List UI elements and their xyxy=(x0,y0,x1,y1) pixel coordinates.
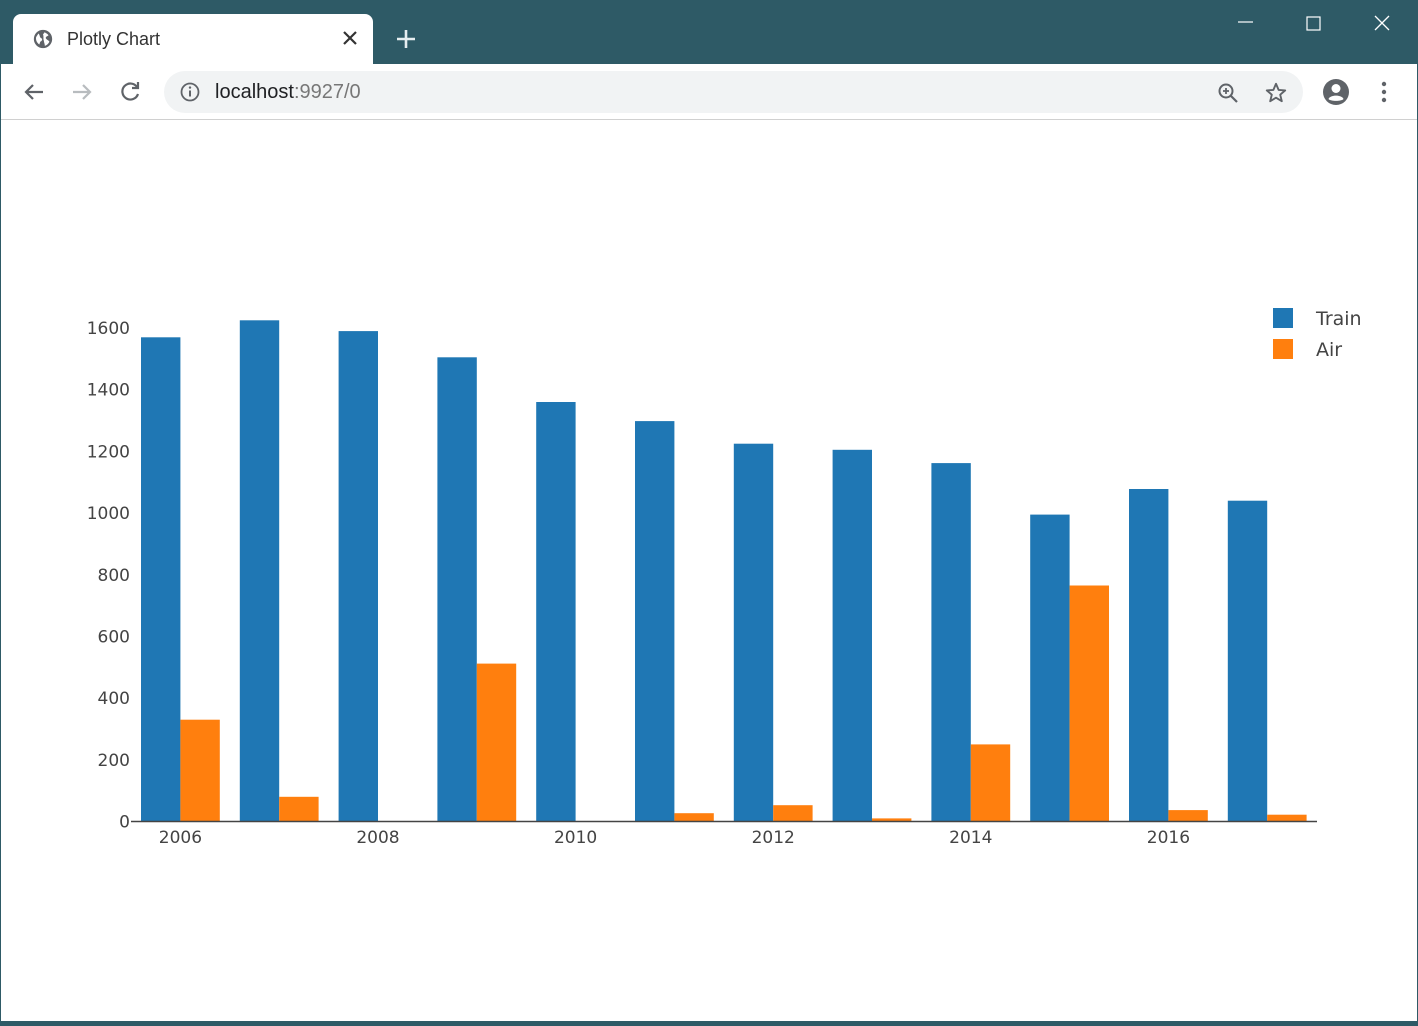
bar-train-2011[interactable] xyxy=(635,421,675,822)
bar-air-2009[interactable] xyxy=(476,663,517,822)
bar-air-2013[interactable] xyxy=(872,818,912,822)
minimize-icon[interactable] xyxy=(1222,10,1268,40)
menu-kebab-icon[interactable] xyxy=(1368,76,1400,108)
y-tick-label: 1200 xyxy=(87,442,130,462)
y-tick-label: 800 xyxy=(98,566,130,586)
zoom-icon[interactable] xyxy=(1216,81,1240,105)
address-bar[interactable]: localhost:9927/0 xyxy=(164,71,1303,113)
bars-layer xyxy=(141,320,1307,822)
bar-train-2015[interactable] xyxy=(1030,514,1070,822)
bar-train-2013[interactable] xyxy=(832,449,872,822)
y-tick-label: 1400 xyxy=(87,381,130,401)
close-icon[interactable] xyxy=(338,26,362,50)
legend-label-train[interactable]: Train xyxy=(1315,308,1362,330)
x-tick-label: 2010 xyxy=(554,828,597,848)
bar-train-2008[interactable] xyxy=(338,331,378,822)
legend-label-air[interactable]: Air xyxy=(1316,339,1342,361)
bar-train-2010[interactable] xyxy=(536,402,576,822)
tab-title: Plotly Chart xyxy=(67,29,161,49)
x-tick-label: 2016 xyxy=(1147,828,1190,848)
bar-air-2016[interactable] xyxy=(1168,810,1208,822)
bar-train-2012[interactable] xyxy=(733,443,774,822)
url-text[interactable]: localhost:9927/0 xyxy=(215,80,361,104)
y-tick-label: 1600 xyxy=(87,319,130,339)
back-arrow-icon[interactable] xyxy=(18,76,50,108)
maximize-icon[interactable] xyxy=(1290,10,1336,40)
bar-air-2011[interactable] xyxy=(674,813,714,822)
account-icon[interactable] xyxy=(1320,76,1352,108)
bar-air-2017[interactable] xyxy=(1267,814,1307,822)
bookmark-star-icon[interactable] xyxy=(1264,81,1288,105)
bar-train-2017[interactable] xyxy=(1227,500,1268,822)
bar-train-2016[interactable] xyxy=(1129,489,1169,822)
tab-strip: Plotly Chart xyxy=(0,0,1418,66)
forward-arrow-icon[interactable] xyxy=(66,76,98,108)
legend-swatch-train[interactable] xyxy=(1273,308,1293,328)
bar-train-2007[interactable] xyxy=(239,320,280,822)
url-host: localhost xyxy=(215,81,294,103)
y-tick-label: 600 xyxy=(98,627,130,647)
globe-icon xyxy=(33,29,53,49)
window-close-icon[interactable] xyxy=(1359,10,1405,40)
y-tick-label: 1000 xyxy=(87,504,130,524)
bar-train-2009[interactable] xyxy=(437,357,477,822)
browser-toolbar: localhost:9927/0 xyxy=(1,64,1417,120)
info-icon[interactable] xyxy=(179,81,201,103)
x-tick-label: 2008 xyxy=(356,828,399,848)
y-tick-label: 400 xyxy=(98,689,130,709)
bar-air-2015[interactable] xyxy=(1069,585,1109,822)
page-content: 0 200 400 600 800 1000 1200 1400 1600 2006 2008 20… xyxy=(1,120,1417,1021)
x-tick-label: 2012 xyxy=(752,828,795,848)
y-axis-ticks: 0 200 400 600 800 1000 1200 1400 1600 xyxy=(87,319,130,833)
bar-air-2012[interactable] xyxy=(773,805,813,822)
bar-train-2014[interactable] xyxy=(931,463,971,822)
x-tick-label: 2006 xyxy=(159,828,202,848)
bar-air-2014[interactable] xyxy=(970,744,1011,822)
plus-icon[interactable] xyxy=(393,26,419,52)
bar-air-2007[interactable] xyxy=(279,796,319,822)
reload-icon[interactable] xyxy=(114,76,146,108)
x-axis-ticks: 2006 2008 2010 2012 2014 2016 xyxy=(159,828,1190,848)
bar-train-2006[interactable] xyxy=(141,337,181,822)
browser-tab[interactable]: Plotly Chart xyxy=(13,14,373,66)
legend-swatch-air[interactable] xyxy=(1273,339,1293,359)
x-tick-label: 2014 xyxy=(949,828,992,848)
y-tick-label: 200 xyxy=(98,751,130,771)
url-path: :9927/0 xyxy=(293,81,361,103)
bar-air-2006[interactable] xyxy=(180,719,220,822)
legend[interactable]: Train Air xyxy=(1273,308,1362,361)
y-tick-label: 0 xyxy=(119,813,130,833)
